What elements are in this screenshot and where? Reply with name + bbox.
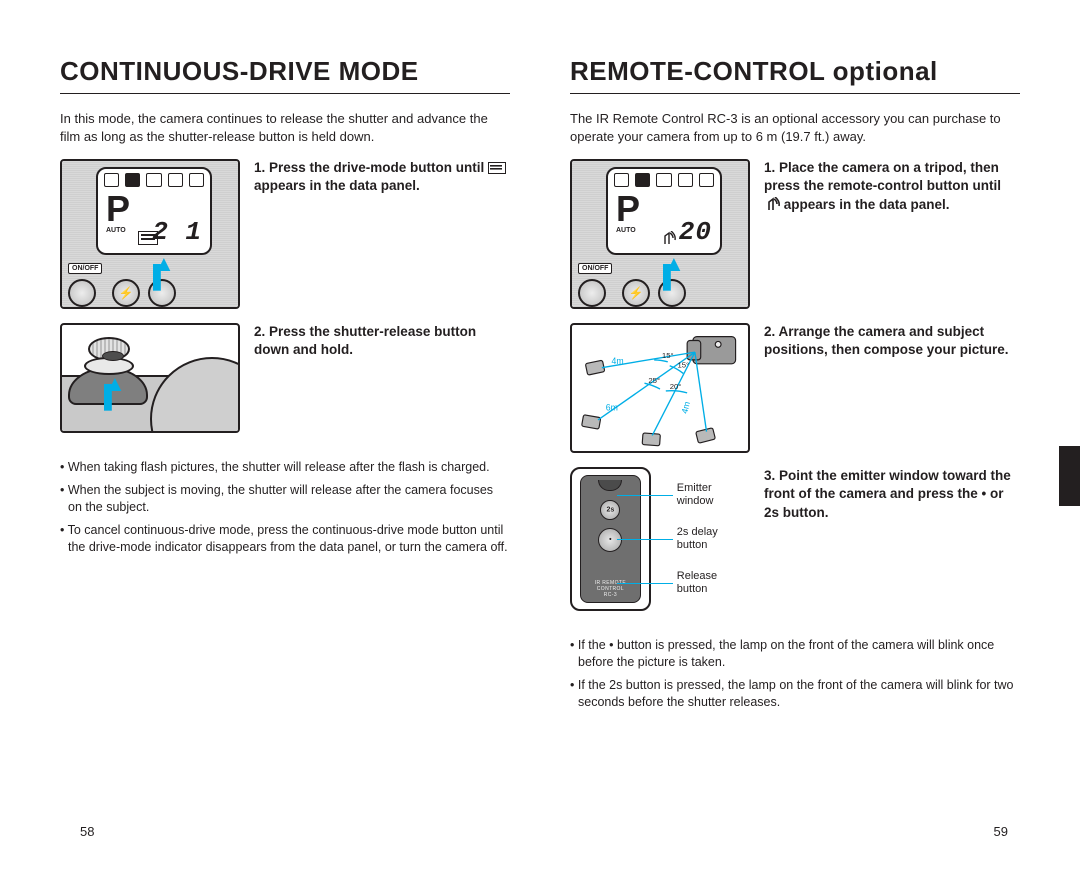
lcd: P AUTO 2 1	[96, 167, 212, 255]
notes: • When taking flash pictures, the shutte…	[60, 459, 510, 561]
lcd-auto: AUTO	[616, 227, 636, 234]
release-button-label: Release button	[659, 570, 750, 596]
pointer-arrow-icon: ▲▌	[153, 257, 167, 283]
step-2: ▲▌ 2. Press the shutter-release button d…	[60, 323, 510, 433]
title-rule	[570, 93, 1020, 94]
page-title: REMOTE-CONTROL optional	[570, 56, 1020, 87]
data-panel-figure: P AUTO 2 1 ON/OFF ⚡ ▲▌	[60, 159, 240, 309]
remote-control-icon	[764, 197, 780, 211]
intro-text: The IR Remote Control RC-3 is an optiona…	[570, 110, 1020, 145]
continuous-drive-icon	[488, 162, 506, 174]
onoff-label: ON/OFF	[68, 263, 102, 274]
emitter-window-label: Emitter window	[659, 482, 750, 508]
lcd-counter: 20	[679, 217, 712, 247]
flash-icon: ⚡	[629, 286, 644, 300]
step-1-post: appears in the data panel.	[254, 178, 420, 193]
step-2-text: 2. Press the shutter-release button down…	[254, 323, 510, 359]
step-3-figure: 2s • IR REMOTE CONTROL RC-3 Emitter wind…	[570, 467, 750, 611]
release-button: •	[598, 528, 622, 552]
step-2-figure: 4m 6m 4m 15° 15° 25° 20°	[570, 323, 750, 453]
thumb-tab	[1059, 446, 1080, 506]
emitter-window	[598, 480, 622, 491]
page-right: REMOTE-CONTROL optional The IR Remote Co…	[570, 56, 1020, 839]
step-1-post: appears in the data panel.	[784, 197, 950, 212]
range-diagram: 4m 6m 4m 15° 15° 25° 20°	[570, 323, 750, 453]
page-title: CONTINUOUS-DRIVE MODE	[60, 56, 510, 87]
intro-text: In this mode, the camera continues to re…	[60, 110, 510, 145]
lcd-mode: P	[106, 191, 130, 227]
pointer-arrow-icon: ▲▌	[104, 377, 118, 403]
step-1-text: 1. Press the drive-mode button until app…	[254, 159, 510, 195]
data-panel-figure: P AUTO 20 ON/OFF ⚡ ▲▌	[570, 159, 750, 309]
flash-button: ⚡	[622, 279, 650, 307]
step-1: P AUTO 20 ON/OFF ⚡ ▲▌	[570, 159, 1020, 309]
note-item: • When taking flash pictures, the shutte…	[60, 459, 510, 476]
page-number: 58	[80, 824, 94, 839]
step-2: 4m 6m 4m 15° 15° 25° 20° 2. Arrange the …	[570, 323, 1020, 453]
step-2-text: 2. Arrange the camera and subject positi…	[764, 323, 1020, 359]
step-1-figure: P AUTO 2 1 ON/OFF ⚡ ▲▌	[60, 159, 240, 309]
manual-spread: CONTINUOUS-DRIVE MODE In this mode, the …	[0, 0, 1080, 879]
step-3-text: 3. Point the emitter window toward the f…	[764, 467, 1020, 522]
flash-icon: ⚡	[119, 286, 134, 300]
delay-button-label: 2s delay button	[659, 526, 750, 552]
range-4m-label: 4m	[679, 401, 692, 415]
page-number: 59	[994, 824, 1008, 839]
remote-control-icon	[660, 231, 676, 245]
step-1-text: 1. Place the camera on a tripod, then pr…	[764, 159, 1020, 214]
step-1-figure: P AUTO 20 ON/OFF ⚡ ▲▌	[570, 159, 750, 309]
onoff-button	[68, 279, 96, 307]
angle-15-label: 15°	[662, 351, 674, 360]
range-4m-label: 4m	[612, 356, 624, 366]
onoff-button	[578, 279, 606, 307]
remote-leader-labels: Emitter window 2s delay button Release b…	[659, 482, 750, 597]
delay-2s-button: 2s	[600, 500, 620, 520]
angle-15-label: 15°	[677, 361, 689, 370]
step-1-pre: 1. Place the camera on a tripod, then pr…	[764, 160, 1001, 193]
note-item: • If the 2s button is pressed, the lamp …	[570, 677, 1020, 711]
angle-25-label: 25°	[648, 376, 660, 385]
step-2-figure: ▲▌	[60, 323, 240, 433]
range-6m-label: 6m	[606, 402, 618, 412]
title-rule	[60, 93, 510, 94]
flash-button: ⚡	[112, 279, 140, 307]
onoff-label: ON/OFF	[578, 263, 612, 274]
note-item: • When the subject is moving, the shutte…	[60, 482, 510, 516]
page-left: CONTINUOUS-DRIVE MODE In this mode, the …	[60, 56, 510, 839]
step-3: 2s • IR REMOTE CONTROL RC-3 Emitter wind…	[570, 467, 1020, 611]
lcd-mode: P	[616, 191, 640, 227]
notes: • If the • button is pressed, the lamp o…	[570, 637, 1020, 717]
pointer-arrow-icon: ▲▌	[663, 257, 677, 283]
note-item: • If the • button is pressed, the lamp o…	[570, 637, 1020, 671]
step-1: P AUTO 2 1 ON/OFF ⚡ ▲▌	[60, 159, 510, 309]
lcd: P AUTO 20	[606, 167, 722, 255]
angle-20-label: 20°	[670, 382, 682, 391]
camera-top-figure: ▲▌	[60, 323, 240, 433]
step-1-pre: 1. Press the drive-mode button until	[254, 160, 488, 175]
lcd-auto: AUTO	[106, 227, 126, 234]
lcd-counter: 2 1	[152, 217, 202, 247]
note-item: • To cancel continuous-drive mode, press…	[60, 522, 510, 556]
